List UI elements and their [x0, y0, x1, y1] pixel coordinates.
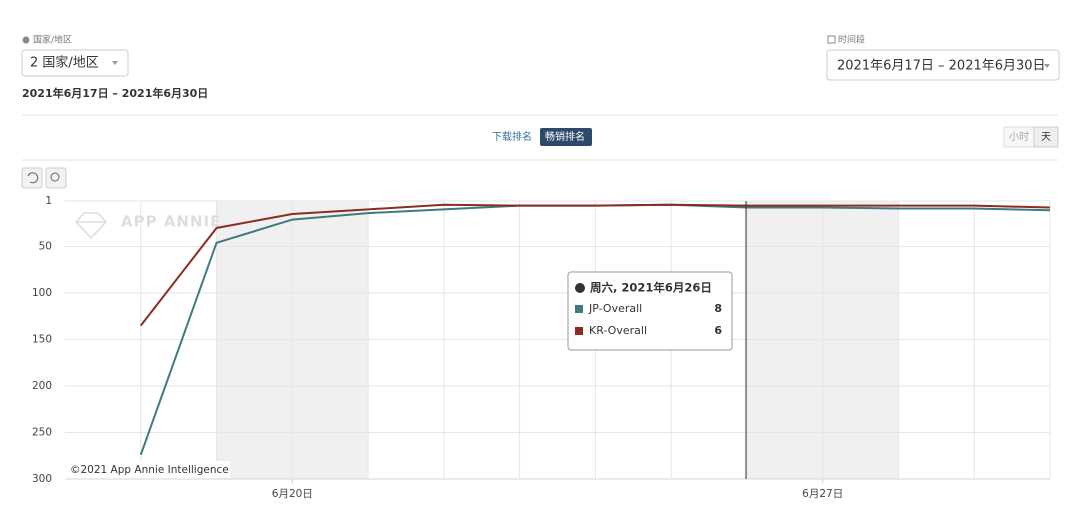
series-line: [139, 203, 1051, 327]
zoom-button[interactable]: [45, 167, 67, 189]
watermark: APP ANNIE: [121, 213, 221, 231]
tooltip-value: 6: [714, 324, 722, 337]
tooltip-value: 8: [714, 302, 722, 315]
y-tick-label: 50: [39, 241, 52, 253]
y-tick-label: 100: [32, 287, 52, 299]
globe-icon: [575, 283, 585, 293]
tooltip-title: 周六, 2021年6月26日: [590, 281, 712, 295]
undo-button[interactable]: [21, 167, 43, 189]
zoom-icon: [50, 172, 60, 182]
dropdown-arrow: [112, 61, 118, 65]
credit: ©2021 App Annie Intelligence: [70, 464, 229, 476]
y-tick-label: 200: [32, 380, 52, 392]
tooltip-box: [567, 271, 733, 351]
tab[interactable]: 下载排名: [492, 130, 532, 143]
period-select[interactable]: [826, 49, 1060, 81]
tooltip-swatch: [575, 327, 583, 335]
country-label: 国家/地区: [33, 34, 72, 46]
country-select-text: 2 国家/地区: [30, 55, 99, 71]
tab-active[interactable]: [540, 128, 592, 146]
tooltip-series: JP-Overall: [588, 302, 642, 315]
tooltip-swatch: [575, 305, 583, 313]
day-button-text: 天: [1041, 132, 1051, 143]
tab[interactable]: 畅销排名: [545, 130, 585, 143]
tooltip: 周六, 2021年6月26日 JP-Overall 8 KR-Overall 6: [567, 271, 733, 351]
y-tick-label: 250: [32, 427, 52, 439]
plot: [139, 203, 1051, 456]
x-tick-label: 6月27日: [802, 488, 843, 500]
date-range: 2021年6月17日 – 2021年6月30日: [22, 86, 208, 100]
watermark-logo: [74, 212, 108, 240]
globe-icon: [22, 36, 30, 44]
calendar-icon: [827, 35, 836, 44]
hour-button-text: 小时: [1009, 131, 1029, 143]
tooltip-series: KR-Overall: [589, 324, 647, 337]
y-tick-label: 150: [32, 334, 52, 346]
period-label: 时间段: [838, 34, 865, 46]
dropdown-arrow: [1044, 64, 1050, 68]
country-select[interactable]: [21, 49, 129, 77]
y-tick-label: 300: [32, 473, 52, 485]
grid: [65, 200, 1051, 484]
day-button[interactable]: [1033, 126, 1059, 148]
credit-bg: [66, 461, 230, 478]
y-tick-label: 1: [45, 195, 52, 207]
period-select-text: 2021年6月17日 – 2021年6月30日: [837, 59, 1046, 74]
undo-icon: [27, 172, 39, 184]
x-tick-label: 6月20日: [272, 488, 313, 500]
